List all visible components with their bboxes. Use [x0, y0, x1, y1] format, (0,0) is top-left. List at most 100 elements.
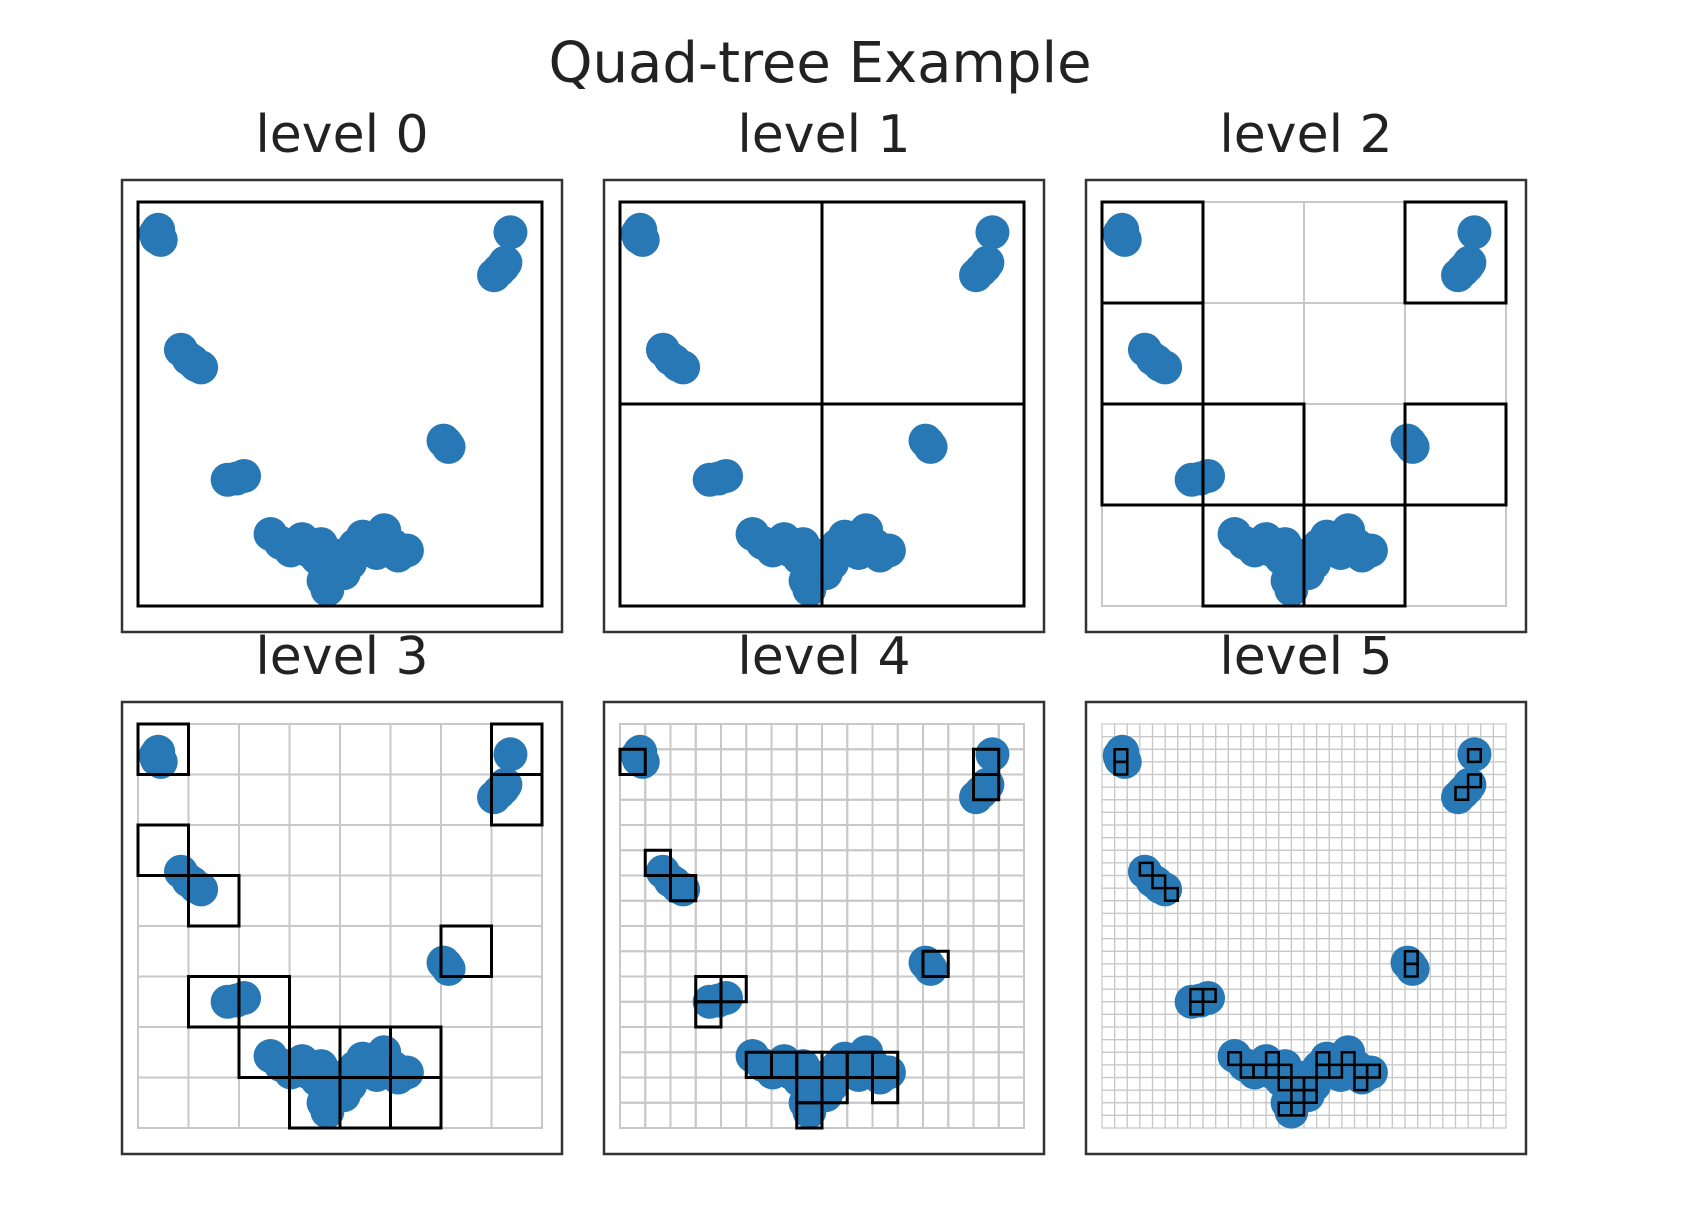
data-point — [620, 738, 655, 773]
data-point — [493, 215, 528, 250]
occupied-cell — [1302, 1088, 1318, 1104]
panel-title: level 5 — [1219, 627, 1392, 687]
data-point — [975, 737, 1010, 772]
data-point — [138, 738, 173, 773]
occupied-cell — [1151, 874, 1167, 890]
panel-title: level 2 — [1219, 105, 1392, 165]
data-point — [1102, 216, 1137, 251]
data-point — [975, 215, 1010, 250]
panel-2: level 2 — [1084, 105, 1528, 634]
occupied-cell — [618, 402, 824, 608]
occupied-cell — [921, 949, 950, 978]
panel-4: level 4 — [602, 627, 1046, 1156]
occupied-cells — [1113, 748, 1482, 1117]
grid-cell — [490, 1076, 543, 1129]
occupied-cell — [1302, 503, 1407, 608]
panel-1: level 1 — [602, 105, 1046, 634]
occupied-cell — [972, 773, 1001, 802]
grid-cell — [997, 1101, 1025, 1129]
data-point — [138, 216, 173, 251]
panel-0: level 0 — [120, 105, 564, 634]
data-point — [485, 249, 520, 284]
scatter-points — [620, 212, 1010, 607]
data-point — [808, 1078, 843, 1113]
panel-title: level 0 — [255, 105, 428, 165]
occupied-cells — [618, 200, 1026, 608]
panels-group: level 0 level 1 level 2 level 3 level 4 level… — [120, 105, 1528, 1156]
data-point — [1183, 983, 1218, 1018]
panel-title: level 1 — [737, 105, 910, 165]
scatter-points — [1102, 212, 1492, 607]
scatter-points — [138, 212, 528, 607]
data-point — [1183, 461, 1218, 496]
data-point — [701, 461, 736, 496]
occupied-cell — [795, 1101, 824, 1130]
occupied-cell — [1403, 200, 1508, 305]
occupied-cell — [1353, 1076, 1369, 1092]
occupied-cell — [1227, 1051, 1243, 1067]
data-point — [219, 461, 254, 496]
data-point — [175, 344, 210, 379]
occupied-cell — [389, 1076, 443, 1130]
occupied-cell — [136, 823, 190, 877]
occupied-cells — [136, 722, 544, 1130]
data-point — [485, 771, 520, 806]
occupied-cell — [1466, 773, 1482, 789]
data-point — [1457, 215, 1492, 250]
occupied-cell — [490, 773, 544, 827]
occupied-cell — [1454, 785, 1470, 801]
grid-cell — [1492, 1114, 1507, 1129]
occupied-cell — [618, 747, 647, 776]
occupied-cell — [1113, 760, 1129, 776]
data-point — [1457, 737, 1492, 772]
occupied-cells — [1100, 200, 1508, 608]
data-point — [1393, 426, 1428, 461]
occupied-cell — [1163, 886, 1179, 902]
panel-title: level 3 — [255, 627, 428, 687]
occupied-cell — [1277, 1063, 1293, 1079]
panel-title: level 4 — [737, 627, 910, 687]
occupied-cell — [1365, 1063, 1381, 1079]
data-point — [1449, 249, 1484, 284]
data-point — [863, 538, 898, 573]
data-point — [1139, 866, 1174, 901]
occupied-cell — [439, 924, 493, 978]
data-point — [1290, 1078, 1325, 1113]
occupied-cell — [136, 722, 190, 776]
figure-title: Quad-tree Example — [548, 31, 1091, 96]
occupied-cell — [643, 848, 672, 877]
axes-frame — [602, 700, 1046, 1156]
occupied-cells — [136, 200, 544, 608]
data-point — [429, 426, 464, 461]
data-point — [808, 556, 843, 591]
occupied-cell — [1189, 987, 1205, 1003]
data-point — [967, 249, 1002, 284]
occupied-cell — [187, 874, 241, 928]
data-point — [175, 866, 210, 901]
data-point — [657, 866, 692, 901]
occupied-cell — [1340, 1051, 1356, 1067]
data-point — [381, 538, 416, 573]
data-point — [967, 771, 1002, 806]
occupied-cells — [618, 747, 1001, 1130]
data-point — [657, 344, 692, 379]
occupied-cell — [1466, 748, 1482, 764]
occupied-cell — [1403, 962, 1419, 978]
occupied-cell — [694, 975, 723, 1004]
data-point — [1345, 538, 1380, 573]
occupied-cell — [136, 200, 544, 608]
scatter-points — [138, 734, 528, 1129]
occupied-cell — [1328, 1063, 1344, 1079]
occupied-cell — [1315, 1051, 1331, 1067]
panel-5: level 5 — [1084, 627, 1528, 1156]
data-point — [429, 948, 464, 983]
occupied-cell — [1290, 1101, 1306, 1117]
data-point — [326, 1078, 361, 1113]
occupied-cell — [669, 874, 698, 903]
data-point — [1290, 556, 1325, 591]
data-point — [326, 556, 361, 591]
data-point — [620, 216, 655, 251]
panel-3: level 3 — [120, 627, 564, 1156]
data-point — [1139, 344, 1174, 379]
